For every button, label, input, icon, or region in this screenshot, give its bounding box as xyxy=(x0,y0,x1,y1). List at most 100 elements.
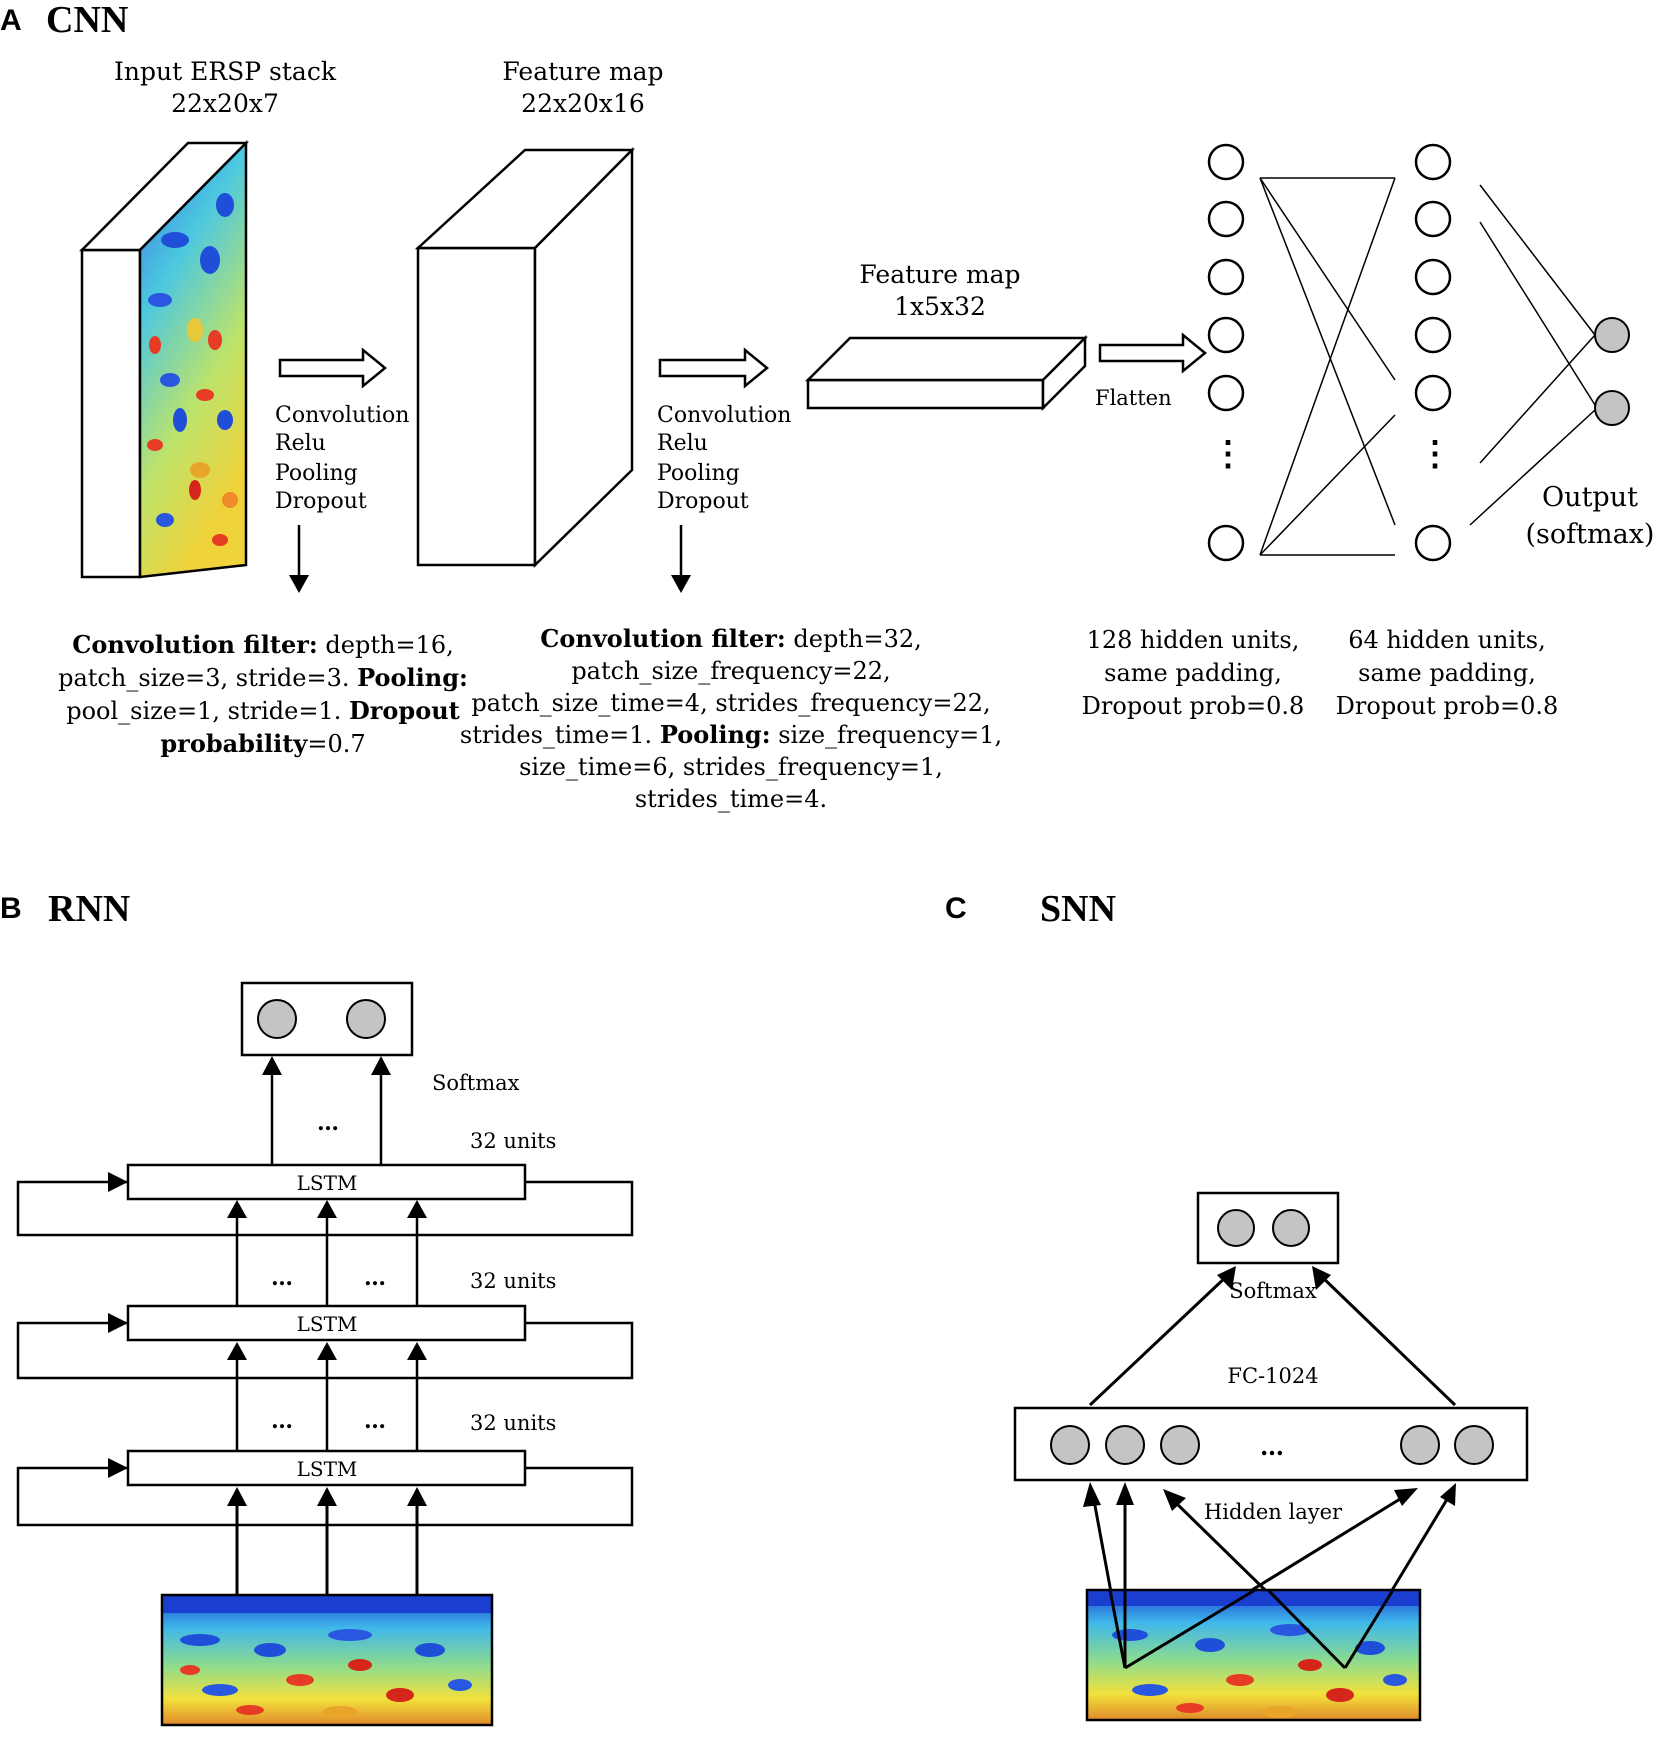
panel-c-letter: C xyxy=(945,892,967,925)
rnn-input-heatmap xyxy=(160,1593,494,1727)
rnn-input-arrows xyxy=(235,1497,419,1595)
input-size-label: 22x20x7 xyxy=(171,89,279,118)
rnn-top-arrows xyxy=(270,1070,383,1165)
conv-block-2-description: Convolution filter: depth=32, patch_size_… xyxy=(460,624,1002,813)
snn-input-arrow-stems xyxy=(1108,1588,1395,1670)
rnn-units-label-2: 32 units xyxy=(470,1269,556,1293)
ops-1-pooling: Pooling xyxy=(275,461,358,486)
hidden-1-node xyxy=(1207,316,1245,354)
description-run: patch_size=3, stride=3. xyxy=(58,664,357,692)
rnn-arrowhead xyxy=(227,1342,247,1360)
rnn-units-label-1: 32 units xyxy=(470,1411,556,1435)
snn-arrowhead xyxy=(1083,1482,1101,1507)
description-line: patch_size_time=4, strides_frequency=22, xyxy=(471,689,990,717)
conv-arrow-2 xyxy=(658,347,769,389)
rnn-arrowhead xyxy=(407,1200,427,1218)
ops-list-2: Convolution Relu Pooling Dropout xyxy=(657,403,791,514)
rnn-dots: … xyxy=(364,1408,386,1434)
rnn-units-label-3: 32 units xyxy=(470,1129,556,1153)
output-node xyxy=(1594,317,1630,353)
lstm-label: LSTM xyxy=(297,1457,358,1481)
description-line: Convolution filter: depth=16, xyxy=(72,630,453,659)
rnn-arrowhead xyxy=(262,1056,282,1075)
hidden-1-dropout: Dropout prob=0.8 xyxy=(1082,692,1305,720)
snn-input-heatmap xyxy=(1085,1588,1422,1722)
lstm-box xyxy=(126,1304,527,1342)
description-run: pool_size=1, stride=1. xyxy=(66,697,349,725)
ops-2-dropout: Dropout xyxy=(657,489,749,514)
description-run: strides_time=4. xyxy=(635,785,827,813)
panel-b-letter: B xyxy=(0,892,22,925)
ops-list-1: Convolution Relu Pooling Dropout xyxy=(275,403,409,514)
snn-softmax-label: Softmax xyxy=(1229,1279,1317,1303)
snn-softmax-node xyxy=(1217,1209,1255,1247)
rnn-arrows-2-3 xyxy=(235,1210,419,1305)
rnn-arrowhead xyxy=(317,1487,337,1506)
rnn-top-dots: … xyxy=(317,1110,339,1136)
rnn-arrowhead xyxy=(317,1200,337,1218)
flatten-arrow xyxy=(1098,332,1207,374)
snn-arrowhead xyxy=(1217,1266,1236,1290)
output-node xyxy=(1594,390,1630,426)
rnn-dots: … xyxy=(271,1265,293,1291)
lstm-box xyxy=(126,1163,527,1201)
hidden-1-node xyxy=(1207,258,1245,296)
rnn-arrows-1-2 xyxy=(235,1352,419,1450)
snn-arrowhead xyxy=(1116,1482,1134,1505)
description-run: strides_time=1. xyxy=(460,721,660,749)
conv-block-1-description: Convolution filter: depth=16, patch_size=… xyxy=(58,630,468,758)
lstm-layer-3: LSTM xyxy=(16,1163,634,1237)
panel-c-title: SNN xyxy=(1040,888,1116,930)
input-label: Input ERSP stack xyxy=(114,57,337,86)
description-run: depth=16, xyxy=(318,631,454,659)
snn-arrowhead xyxy=(1312,1266,1331,1290)
rnn-arrowhead xyxy=(317,1342,337,1360)
snn-hidden-node xyxy=(1454,1425,1494,1465)
panel-a: A CNN Input ERSP stack 22x20x7 xyxy=(0,0,1654,813)
description-bold-run: Convolution filter: xyxy=(540,624,786,653)
hidden-1-node xyxy=(1207,374,1245,412)
hidden-2-ellipsis: ⋮ xyxy=(1418,434,1452,474)
output-softmax-label: (softmax) xyxy=(1526,519,1655,550)
snn-arrowhead xyxy=(1440,1483,1456,1506)
dense-connections xyxy=(1259,177,1596,556)
hidden-1-padding: same padding, xyxy=(1104,659,1282,687)
snn-hidden-node xyxy=(1400,1425,1440,1465)
panel-b-title: RNN xyxy=(48,888,130,930)
description-line: patch_size_frequency=22, xyxy=(571,657,890,685)
ops-1-convolution: Convolution xyxy=(275,403,409,428)
snn-hidden-layer-label: Hidden layer xyxy=(1204,1500,1343,1524)
hidden-1-description: 128 hidden units, same padding, Dropout … xyxy=(1082,626,1305,720)
rnn-softmax-label: Softmax xyxy=(432,1071,520,1095)
rnn-arrowhead xyxy=(407,1342,427,1360)
hidden-1-node xyxy=(1207,200,1245,238)
feature-map-2-label: Feature map xyxy=(859,260,1020,289)
feature-map-2-size: 1x5x32 xyxy=(894,292,986,321)
ops-1-dropout: Dropout xyxy=(275,489,367,514)
hidden-2-dropout: Dropout prob=0.8 xyxy=(1336,692,1559,720)
description-bold-run: Pooling: xyxy=(357,663,468,692)
input-heatmap-blobs xyxy=(147,193,238,546)
hidden-1-ellipsis: ⋮ xyxy=(1211,434,1245,474)
ops-2-convolution: Convolution xyxy=(657,403,791,428)
hidden-2-node xyxy=(1414,200,1452,238)
snn-arrowhead xyxy=(1163,1489,1186,1511)
lstm-layer-1: LSTM xyxy=(16,1449,634,1527)
description-run: size_frequency=1, xyxy=(771,721,1003,749)
lstm-layer-2: LSTM xyxy=(16,1304,634,1380)
snn-hidden-nodes xyxy=(1050,1425,1494,1465)
hidden-2-node xyxy=(1414,316,1452,354)
panel-a-letter: A xyxy=(0,4,22,37)
output-label: Output xyxy=(1542,482,1638,513)
hidden-1-units: 128 hidden units, xyxy=(1087,626,1300,654)
rnn-arrowhead xyxy=(407,1487,427,1506)
input-ersp-block xyxy=(79,139,249,579)
description-line: probability=0.7 xyxy=(160,729,365,758)
hidden-2-description: 64 hidden units, same padding, Dropout p… xyxy=(1336,626,1559,720)
description-line: Convolution filter: depth=32, xyxy=(540,624,921,653)
description-line: strides_time=1. Pooling: size_frequency=… xyxy=(460,720,1002,749)
description-run: patch_size_time=4, strides_frequency=22, xyxy=(471,689,990,717)
rnn-dots: … xyxy=(271,1408,293,1434)
description-bold-run: Convolution filter: xyxy=(72,630,318,659)
rnn-arrowhead xyxy=(371,1056,391,1075)
